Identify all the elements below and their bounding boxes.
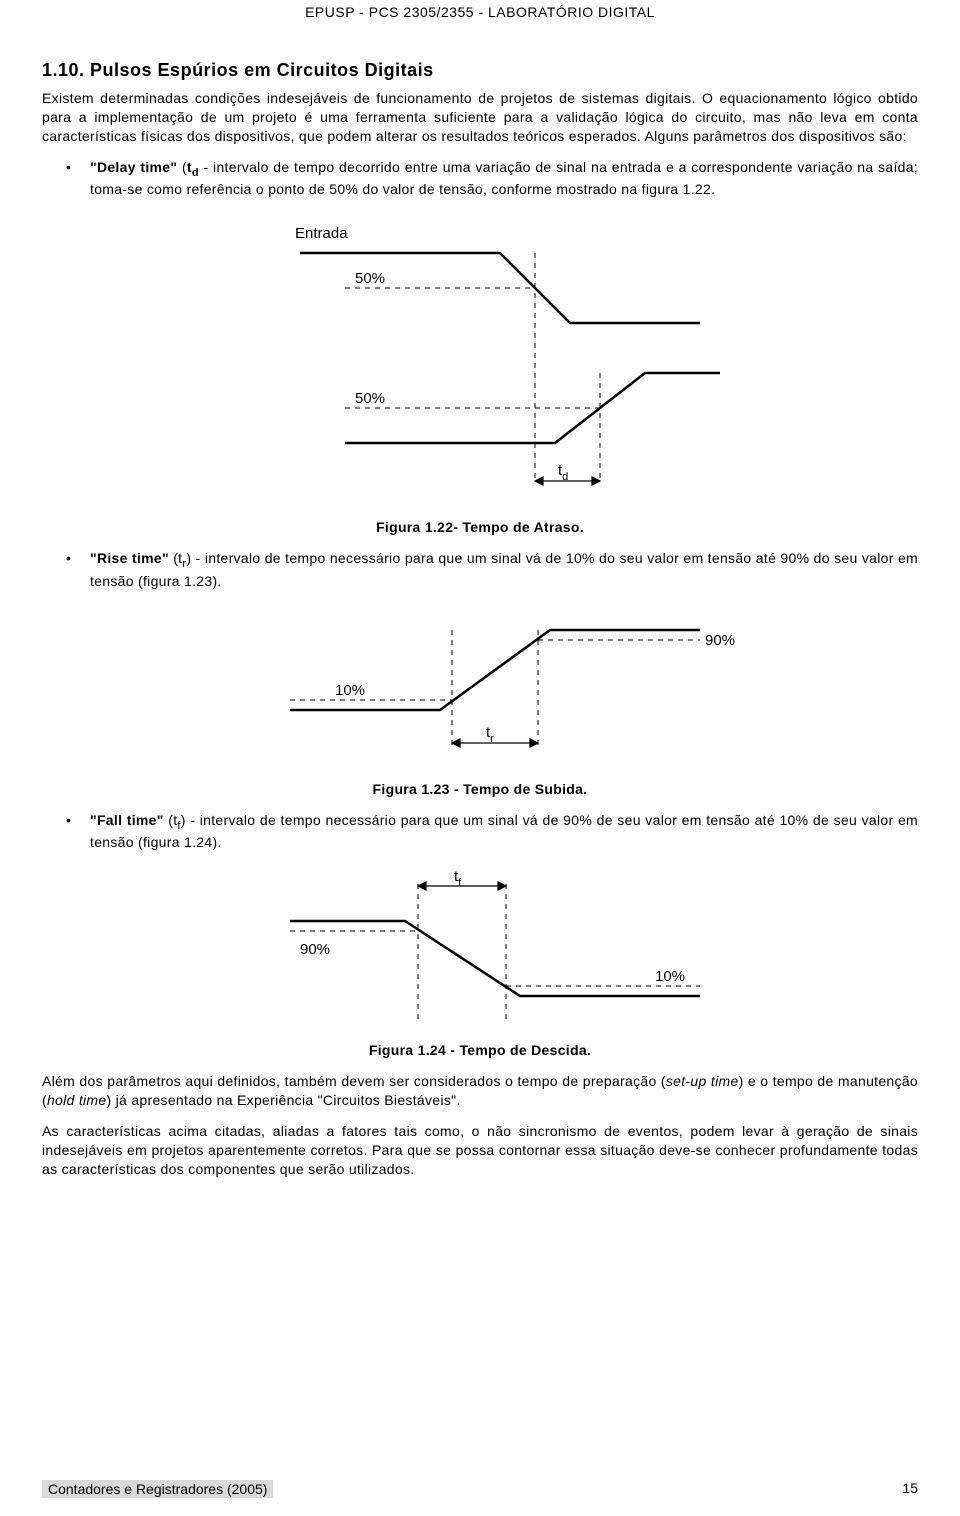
closing1c: ) já apresentado na Experiência "Circuit… [106,1092,460,1108]
fig2-caption: Figura 1.23 - Tempo de Subida. [42,781,918,797]
bullet-marker: • [66,811,90,853]
bullet-delay-text: "Delay time" (td - intervalo de tempo de… [90,158,918,200]
fig3-caption: Figura 1.24 - Tempo de Descida. [42,1042,918,1058]
closing-paragraph-2: As características acima citadas, aliada… [42,1122,918,1179]
fall-rest: ) - intervalo de tempo necessário para q… [90,812,918,851]
fig1-entrada-label: Entrada [295,225,348,242]
bullet-marker: • [66,549,90,591]
bullet-delay-time: • "Delay time" (td - intervalo de tempo … [42,158,918,200]
closing1-setup: set-up time [666,1073,739,1089]
fig1-50-label-bottom: 50% [355,390,385,407]
bullet-marker: • [66,158,90,200]
fig3-tf-arrows [418,882,506,890]
bullet-fall-text: "Fall time" (tf) - intervalo de tempo ne… [90,811,918,853]
closing1a: Além dos parâmetros aqui definidos, tamb… [42,1073,666,1089]
rise-rest: ) - intervalo de tempo necessário para q… [90,550,918,589]
bullet-rise-text: "Rise time" (tr) - intervalo de tempo ne… [90,549,918,591]
fig1-caption: Figura 1.22- Tempo de Atraso. [42,519,918,535]
fig2-tr-label: tr [486,724,494,745]
fig2-10-label: 10% [335,682,365,699]
figure-1-22: Entrada 50% 50% [42,213,918,535]
delay-subscript: d [192,166,199,178]
bullet-fall-time: • "Fall time" (tf) - intervalo de tempo … [42,811,918,853]
page-footer: Contadores e Registradores (2005) 15 [0,1480,960,1498]
fig1-td-label: td [558,462,568,483]
fig1-50-label-top: 50% [355,270,385,287]
fall-label: "Fall time" [90,812,164,828]
fig2-svg: 90% 10% tr [200,605,760,775]
closing-paragraph-1: Além dos parâmetros aqui definidos, tamb… [42,1072,918,1110]
delay-label: "Delay time" [90,159,177,175]
page-header: EPUSP - PCS 2305/2355 - LABORATÓRIO DIGI… [42,0,918,24]
fig3-svg: 90% 10% tf [200,866,760,1036]
figure-1-23: 90% 10% tr Figura 1.23 - Tempo de Subida… [42,605,918,797]
fig3-10-label: 10% [655,968,685,985]
delay-rest: - intervalo de tempo decorrido entre uma… [90,159,918,198]
bullet-rise-time: • "Rise time" (tr) - intervalo de tempo … [42,549,918,591]
footer-left: Contadores e Registradores (2005) [42,1480,273,1498]
closing1-hold: hold time [47,1092,107,1108]
footer-page-number: 15 [902,1480,918,1498]
section-title: 1.10. Pulsos Espúrios em Circuitos Digit… [42,60,918,81]
fig3-90-label: 90% [300,941,330,958]
fig2-tr-arrows [452,739,538,747]
figure-1-24: 90% 10% tf Figura 1.24 - Tempo de Descid… [42,866,918,1058]
fig3-wave [290,921,700,996]
intro-paragraph: Existem determinadas condições indesejáv… [42,89,918,146]
fig2-90-label: 90% [705,632,735,649]
rise-label: "Rise time" [90,550,169,566]
fig1-svg: Entrada 50% 50% [200,213,760,513]
fig1-output-wave [345,373,720,443]
